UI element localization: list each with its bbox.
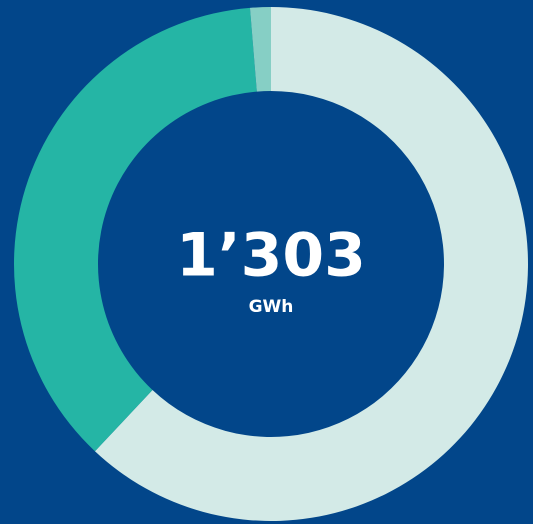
donut-segment	[249, 7, 271, 92]
center-unit: GWh	[249, 297, 294, 317]
donut-segment	[13, 7, 257, 452]
donut-segment	[94, 7, 529, 521]
donut	[13, 7, 529, 521]
center-total: 1’303	[176, 221, 366, 291]
